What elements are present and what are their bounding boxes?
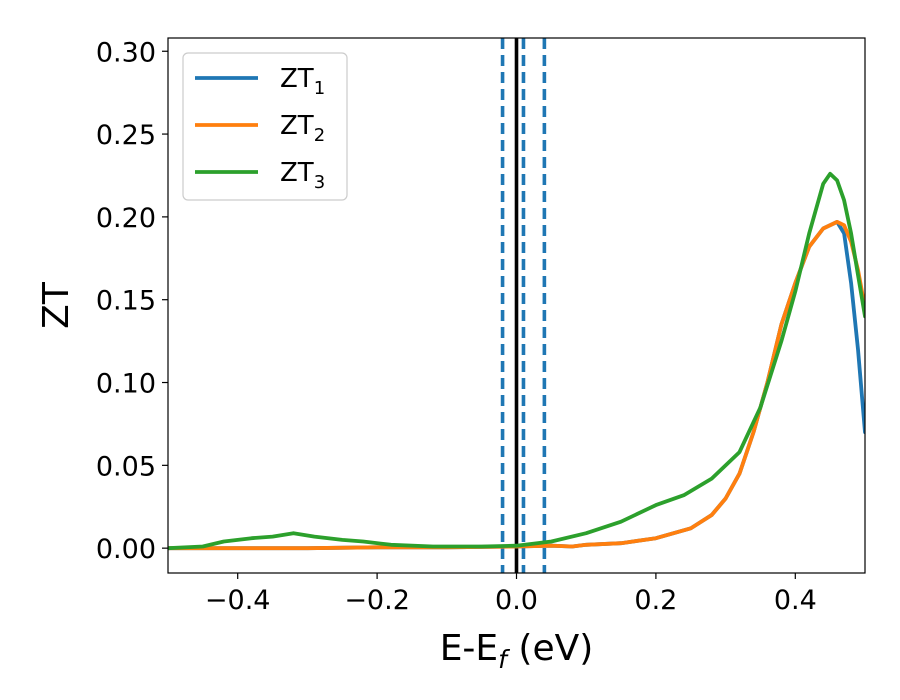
y-tick-label: 0.25 bbox=[96, 120, 156, 151]
x-axis-label-main: E-E bbox=[440, 628, 498, 669]
y-tick-label: 0.10 bbox=[96, 369, 156, 400]
y-tick-label: 0.00 bbox=[96, 534, 156, 565]
axis-ticks: −0.4 −0.2 0.0 0.2 0.4 0.00 0.05 0.10 0.15 0.20 0.2… bbox=[96, 37, 817, 616]
x-tick-label: −0.2 bbox=[344, 585, 410, 616]
y-tick-label: 0.05 bbox=[96, 451, 156, 482]
legend-box bbox=[182, 52, 348, 201]
series-lines bbox=[168, 171, 865, 551]
x-tick-label: 0.2 bbox=[634, 585, 677, 616]
legend-label-zt2: ZT2 bbox=[280, 111, 325, 146]
x-axis-label-unit: (eV) bbox=[507, 628, 593, 669]
x-tick-label: 0.0 bbox=[495, 585, 538, 616]
y-tick-label: 0.20 bbox=[96, 203, 156, 234]
legend-label-zt3: ZT3 bbox=[280, 158, 325, 193]
y-axis-label: ZT bbox=[36, 281, 77, 329]
x-axis-label: E-Ef (eV) bbox=[440, 628, 594, 674]
y-tick-label: 0.30 bbox=[96, 37, 156, 68]
x-tick-label: 0.4 bbox=[774, 585, 817, 616]
legend-label-zt1: ZT1 bbox=[280, 64, 325, 99]
series-line-zt3 bbox=[168, 171, 865, 551]
axis-labels: E-Ef (eV) ZT bbox=[36, 281, 593, 674]
x-tick-label: −0.4 bbox=[205, 585, 271, 616]
legend: ZT1 ZT2 ZT3 bbox=[182, 52, 348, 201]
y-tick-label: 0.15 bbox=[96, 286, 156, 317]
reference-lines bbox=[500, 38, 547, 573]
